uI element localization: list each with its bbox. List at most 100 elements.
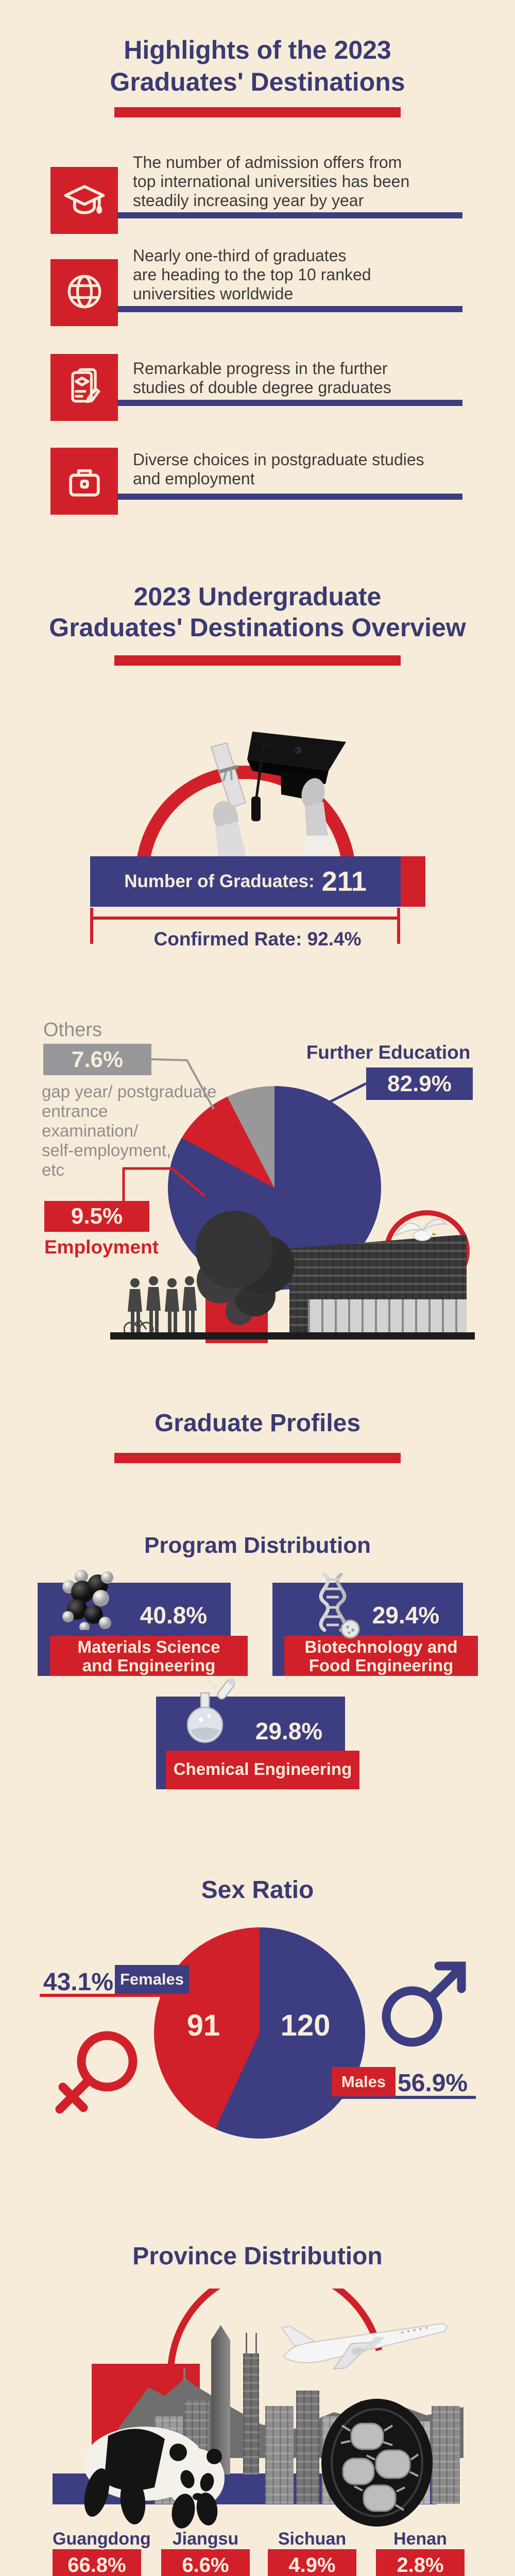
graduation-cap-icon	[61, 176, 108, 226]
highlight-divider-1	[117, 212, 462, 218]
sex-ratio-pie-chart	[154, 1927, 365, 2139]
program-label-biotech: Biotechnology and Food Engineering	[284, 1636, 478, 1676]
province-cell: Guangdong 66.8%	[53, 2529, 151, 2576]
graduates-label: Number of Graduates:	[124, 871, 315, 891]
highlight-icon-box-1	[50, 167, 118, 234]
highlight-2-line2: are heading to the top 10 ranked	[133, 265, 371, 284]
males-underline	[332, 2096, 476, 2099]
sex-ratio-title: Sex Ratio	[201, 1876, 314, 1904]
program-label-materials-line2: and Engineering	[82, 1656, 216, 1675]
highlight-divider-3	[117, 400, 462, 406]
highlight-icon-box-3	[50, 354, 118, 421]
panda-photo	[83, 2427, 225, 2529]
program-value-biotech: 29.4%	[372, 1602, 440, 1629]
overview-title-line1: 2023 Undergraduate	[133, 582, 382, 611]
briefcase-icon	[61, 456, 108, 506]
program-label-materials: Materials Science and Engineering	[50, 1636, 248, 1676]
others-note-line2: entrance	[42, 1101, 108, 1121]
others-label: Others	[43, 1019, 102, 1041]
province-cell: Jiangsu 6.6%	[161, 2529, 250, 2576]
tower-antenna	[246, 2333, 247, 2356]
tower-antenna	[255, 2333, 257, 2356]
campus-building-podium	[308, 1299, 467, 1334]
highlight-divider-2	[117, 306, 462, 312]
highlight-text-2: Nearly one-third of graduates are headin…	[133, 246, 371, 303]
females-label-box: Females	[115, 1965, 189, 1994]
bracket-left-tick	[90, 908, 93, 944]
globe-icon	[61, 268, 108, 318]
employment-label: Employment	[44, 1236, 159, 1258]
bracket-right-tick	[397, 908, 400, 944]
highlight-3-line1: Remarkable progress in the further	[133, 359, 388, 378]
program-value-chemical: 29.8%	[255, 1718, 323, 1744]
female-symbol-icon	[55, 2031, 138, 2114]
program-value-materials: 40.8%	[140, 1602, 208, 1629]
province-title: Province Distribution	[132, 2243, 383, 2270]
city-building	[296, 2391, 319, 2504]
province-cell: Sichuan 4.9%	[268, 2529, 356, 2576]
overview-underline-rule	[114, 655, 401, 666]
hands-holding-cap-and-diploma-photo	[210, 732, 346, 856]
females-percentage: 43.1%	[43, 1969, 113, 1996]
highlight-icon-box-4	[50, 448, 118, 515]
highlight-2-line1: Nearly one-third of graduates	[133, 246, 347, 265]
city-building	[265, 2406, 294, 2504]
highlight-text-1: The number of admission offers from top …	[133, 153, 409, 210]
others-note-line3: examination/	[42, 1121, 139, 1140]
highlight-4-line1: Diverse choices in postgraduate studies	[133, 450, 424, 469]
city-tower-twin-antenna	[243, 2353, 259, 2475]
title-underline-rule	[114, 107, 401, 117]
students-group-photo	[124, 1276, 197, 1337]
highlight-icon-box-2	[50, 259, 118, 326]
province-value: 2.8%	[376, 2549, 465, 2576]
males-percentage: 56.9%	[398, 2070, 468, 2097]
highlight-text-3: Remarkable progress in the further studi…	[133, 359, 391, 397]
program-label-biotech-line2: Food Engineering	[308, 1656, 454, 1675]
program-label-biotech-line1: Biotechnology and	[304, 1637, 458, 1656]
province-red-arc-decoration	[167, 2289, 383, 2366]
province-value: 66.8%	[53, 2549, 141, 2576]
others-note-line1: gap year/ postgraduate	[42, 1082, 217, 1101]
further-education-value-box: 82.9%	[366, 1067, 473, 1100]
program-label-materials-line1: Materials Science	[77, 1637, 220, 1656]
highlight-1-line2: top international universities has been	[133, 172, 410, 191]
females-count: 91	[186, 2009, 220, 2042]
others-note-line5: etc	[42, 1160, 65, 1179]
dna-icon	[319, 1572, 360, 1639]
highlight-1-line1: The number of admission offers from	[133, 153, 402, 172]
others-note-line4: self-employment,	[42, 1141, 171, 1160]
province-cell: Henan 2.8%	[376, 2529, 465, 2576]
molecule-icon	[62, 1570, 113, 1630]
highlight-2-line3: universities worldwide	[133, 284, 294, 303]
province-name: Guangdong	[53, 2529, 151, 2549]
profiles-underline-rule	[114, 1453, 401, 1463]
highlight-4-line2: and employment	[133, 469, 255, 488]
confirmed-rate-text: Confirmed Rate: 92.4%	[153, 928, 362, 950]
page-title: Highlights of the 2023 Graduates' Destin…	[0, 34, 515, 98]
profiles-title: Graduate Profiles	[154, 1410, 361, 1437]
graduates-value: 211	[321, 866, 367, 897]
tree-photo	[196, 1211, 273, 1288]
program-label-chemical: Chemical Engineering	[166, 1751, 359, 1789]
page-title-line2: Graduates' Destinations	[110, 67, 405, 96]
province-name: Henan	[393, 2529, 447, 2549]
province-name: Sichuan	[278, 2529, 347, 2549]
seagull-photo	[394, 1218, 448, 1241]
city-building	[432, 2406, 460, 2504]
ground-bar-decoration	[110, 1332, 475, 1340]
certificate-icon	[61, 363, 108, 413]
province-value: 4.9%	[268, 2549, 356, 2576]
program-label-chemical-line1: Chemical Engineering	[173, 1759, 352, 1778]
program-distribution-title: Program Distribution	[144, 1533, 371, 1558]
employment-value-box: 9.5%	[44, 1201, 149, 1232]
graduates-banner: Number of Graduates: 211	[90, 856, 401, 907]
page-title-line1: Highlights of the 2023	[124, 36, 391, 64]
further-education-label: Further Education	[306, 1042, 471, 1063]
males-label-box: Males	[332, 2067, 396, 2096]
females-underline	[40, 1994, 189, 1997]
males-count: 120	[280, 2009, 331, 2042]
bracket-line	[90, 917, 400, 920]
airplane-photo	[281, 2323, 448, 2370]
crab-plate-photo	[321, 2399, 433, 2527]
